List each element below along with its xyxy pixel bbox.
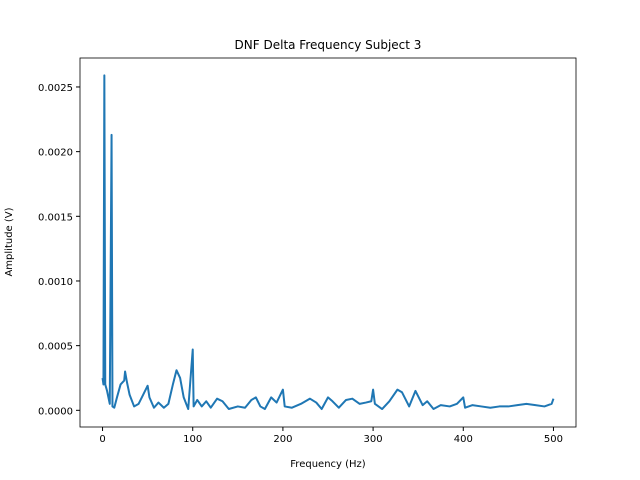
x-axis-label: Frequency (Hz): [290, 459, 366, 470]
x-tick-label: 300: [364, 434, 383, 445]
plot-frame: [79, 57, 577, 428]
y-axis-label: Amplitude (V): [4, 207, 15, 276]
y-tick-label: 0.0020: [38, 148, 73, 159]
y-tick-label: 0.0005: [38, 342, 73, 353]
x-tick-label: 500: [544, 434, 563, 445]
x-tick-label: 400: [454, 434, 473, 445]
x-tick-label: 200: [273, 434, 292, 445]
y-tick-label: 0.0000: [38, 406, 73, 417]
chart-title: DNF Delta Frequency Subject 3: [235, 38, 422, 52]
y-tick-label: 0.0015: [38, 212, 73, 223]
x-tick-label: 100: [183, 434, 202, 445]
y-tick-label: 0.0025: [38, 83, 73, 94]
y-tick-label: 0.0010: [38, 277, 73, 288]
data-line: [101, 74, 555, 411]
x-tick-label: 0: [99, 434, 105, 445]
